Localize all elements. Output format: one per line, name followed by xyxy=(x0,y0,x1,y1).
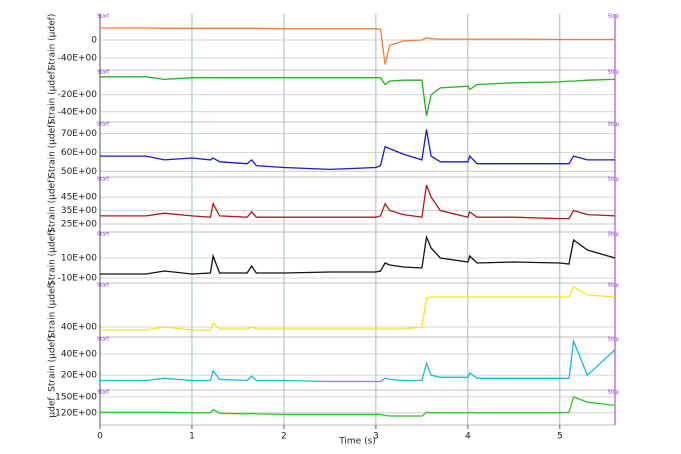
y-tick-label: -40E+00 xyxy=(58,107,98,117)
data-line xyxy=(100,184,616,220)
start-label: Start xyxy=(97,122,109,128)
y-tick-label: 35E+00 xyxy=(61,206,97,216)
y-axis-label: Strain (µdef) xyxy=(48,282,58,339)
y-tick-label: 150E+00 xyxy=(55,392,97,402)
start-label: Start xyxy=(97,283,109,289)
data-line xyxy=(100,27,615,65)
y-tick-label: 40E+00 xyxy=(61,323,97,333)
y-tick-label: 120E+00 xyxy=(55,408,97,418)
y-tick-label: 0 xyxy=(91,35,97,45)
y-tick-label: -20E+00 xyxy=(58,90,98,100)
x-tick-label: 2 xyxy=(281,432,287,442)
start-label: Start xyxy=(97,232,109,238)
stop-label: Stop xyxy=(608,122,619,128)
stop-label: Stop xyxy=(608,337,619,343)
start-label: Start xyxy=(97,390,109,396)
data-line xyxy=(100,234,616,275)
x-tick-label: 1 xyxy=(189,432,195,442)
x-tick-label: 5 xyxy=(557,432,563,442)
y-tick-label: 10E+00 xyxy=(61,254,97,264)
y-axis-label: Strain (µdef) xyxy=(48,121,58,178)
stop-label: Stop xyxy=(608,283,619,289)
start-label: Start xyxy=(97,70,109,76)
y-tick-label: 70E+00 xyxy=(61,129,97,139)
data-line xyxy=(100,129,615,171)
y-axis-label: Strain (µdef) xyxy=(48,176,58,233)
y-axis-label: Strain (µdef) xyxy=(48,68,58,125)
stop-label: Stop xyxy=(608,177,619,183)
y-tick-label: 20E+00 xyxy=(61,371,97,381)
y-axis-label: µdef xyxy=(48,397,58,418)
x-tick-label: 3 xyxy=(373,432,379,442)
y-axis-label: Strain (µdef) xyxy=(48,335,58,392)
y-axis-label: Strain (µdef) xyxy=(48,14,58,71)
stop-label: Stop xyxy=(608,232,619,238)
data-line xyxy=(100,338,616,383)
x-tick-label: 0 xyxy=(97,432,103,442)
x-axis-label: Time (s) xyxy=(338,437,376,447)
start-label: Start xyxy=(97,14,109,20)
y-tick-label: -10E+00 xyxy=(58,274,98,284)
data-line xyxy=(100,286,616,331)
y-tick-label: 40E+00 xyxy=(61,349,97,359)
y-tick-label: 60E+00 xyxy=(61,148,97,158)
x-tick-label: 4 xyxy=(465,432,471,442)
start-label: Start xyxy=(97,177,109,183)
stop-label: Stop xyxy=(608,390,619,396)
start-label: Start xyxy=(97,337,109,343)
data-line xyxy=(100,76,616,117)
data-line xyxy=(100,396,616,417)
y-tick-label: 45E+00 xyxy=(61,193,97,203)
y-tick-label: 50E+00 xyxy=(61,167,97,177)
stop-label: Stop xyxy=(608,70,619,76)
y-axis-label: Strain (µdef) xyxy=(48,229,58,286)
y-tick-label: -40E+00 xyxy=(58,53,98,63)
y-tick-label: 25E+00 xyxy=(61,219,97,229)
stop-label: Stop xyxy=(608,14,619,20)
